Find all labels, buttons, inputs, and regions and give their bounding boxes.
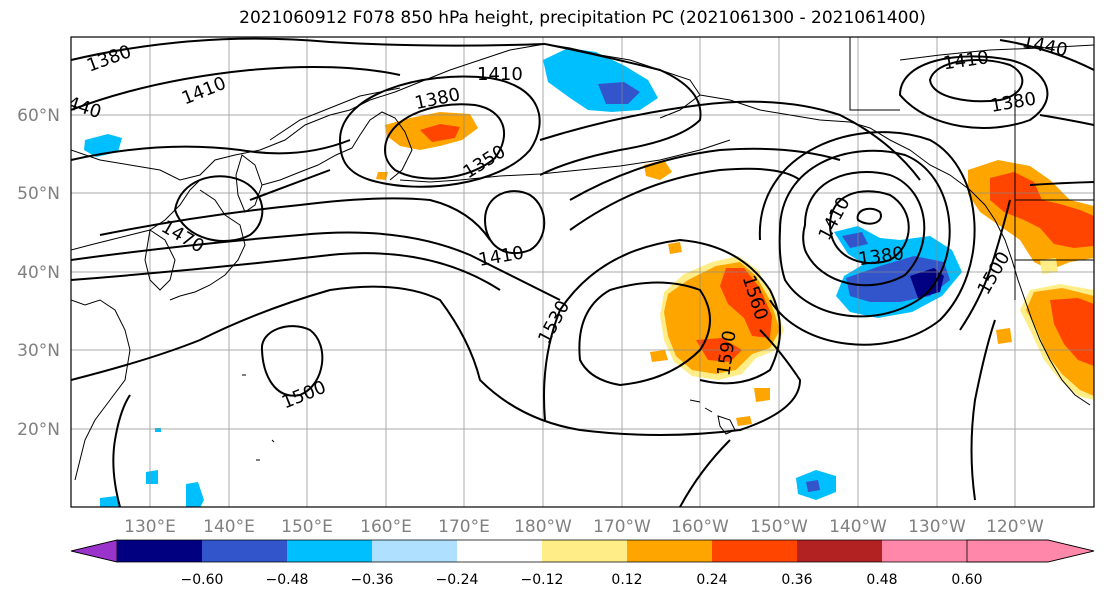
colorbar-segment [117, 540, 202, 562]
colorbar-tick-label: −0.60 [181, 572, 224, 588]
lon-label: 120°W [986, 517, 1044, 537]
lat-label: 60°N [17, 106, 60, 126]
lon-label: 150°W [750, 517, 808, 537]
colorbar-tick-label: 0.36 [781, 572, 812, 588]
colorbar-segment [627, 540, 712, 562]
lat-label: 20°N [17, 420, 60, 440]
colorbar-segment [372, 540, 457, 562]
colorbar-segment [287, 540, 372, 562]
colorbar-tick-label: 0.60 [951, 572, 982, 588]
colorbar-segment [712, 540, 797, 562]
lat-label: 30°N [17, 341, 60, 361]
lon-label: 150°E [281, 517, 333, 537]
coastlines [71, 37, 1094, 481]
lon-label: 170°E [438, 517, 490, 537]
colorbar-segment [797, 540, 882, 562]
colorbar-tick-label: −0.48 [266, 572, 309, 588]
lat-label: 40°N [17, 263, 60, 283]
lon-label: 160°E [360, 517, 412, 537]
latitude-labels: 60°N 50°N 40°N 30°N 20°N [17, 106, 60, 440]
colorbar-segment [882, 540, 967, 562]
colorbar-extend-low [70, 539, 118, 563]
colorbar-segment [457, 540, 542, 562]
colorbar-segment [542, 540, 627, 562]
colorbar-tick-label: 0.48 [866, 572, 897, 588]
colorbar-outline [70, 539, 1095, 563]
height-contours [71, 37, 1094, 507]
lon-label: 130°E [124, 517, 176, 537]
colorbar-segment [202, 540, 287, 562]
colorbar-tick-label: 0.24 [696, 572, 727, 588]
lon-label: 140°W [829, 517, 887, 537]
lon-label: 140°E [203, 517, 255, 537]
page-title: 2021060912 F078 850 hPa height, precipit… [239, 8, 926, 28]
lon-label: 160°W [671, 517, 729, 537]
map-frame [70, 36, 1095, 508]
colorbar-tick-label: −0.24 [436, 572, 479, 588]
colorbar-tick-label: −0.12 [521, 572, 564, 588]
colorbar-extend-high [966, 539, 1095, 563]
colorbar: −0.60 −0.48 −0.36 −0.24 −0.12 0.12 0.24 … [70, 539, 1095, 588]
lon-label: 170°W [593, 517, 651, 537]
colorbar-tick-label: 0.12 [611, 572, 642, 588]
lon-label: 180°W [514, 517, 572, 537]
longitude-labels: 130°E 140°E 150°E 160°E 170°E 180°W 170°… [124, 517, 1044, 537]
colorbar-tick-label: −0.36 [351, 572, 394, 588]
lon-label: 130°W [908, 517, 966, 537]
contour-label: 1410 [477, 64, 523, 85]
lat-label: 50°N [17, 184, 60, 204]
